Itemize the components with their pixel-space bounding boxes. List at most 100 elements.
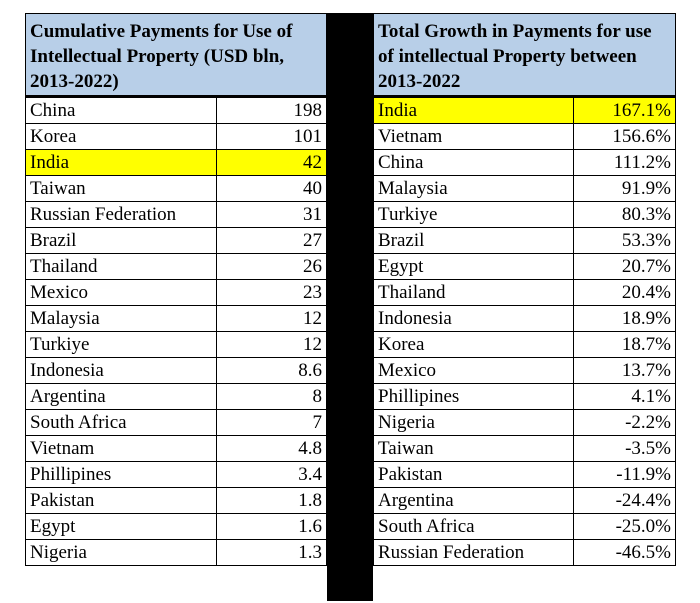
cumulative-country-cell: Phillipines xyxy=(25,461,217,488)
growth-value-cell: -3.5% xyxy=(573,435,676,462)
cumulative-row: Thailand 26 xyxy=(25,253,327,280)
cumulative-value-cell: 12 xyxy=(216,305,327,332)
growth-value-cell: 4.1% xyxy=(573,383,676,410)
cumulative-row: Russian Federation 31 xyxy=(25,201,327,228)
cumulative-country-cell: Egypt xyxy=(25,513,217,540)
growth-country-cell: Brazil xyxy=(373,227,574,254)
growth-country-cell: Egypt xyxy=(373,253,574,280)
growth-value-cell: -25.0% xyxy=(573,513,676,540)
growth-country-cell: Vietnam xyxy=(373,123,574,150)
growth-value-cell: 13.7% xyxy=(573,357,676,384)
growth-country-cell: Pakistan xyxy=(373,461,574,488)
growth-country-cell: Turkiye xyxy=(373,201,574,228)
cumulative-value-cell: 8.6 xyxy=(216,357,327,384)
cumulative-row: Mexico 23 xyxy=(25,279,327,306)
growth-country-cell: Argentina xyxy=(373,487,574,514)
cumulative-row: Egypt 1.6 xyxy=(25,513,327,540)
cumulative-value-cell: 4.8 xyxy=(216,435,327,462)
cumulative-country-cell: South Africa xyxy=(25,409,217,436)
growth-country-cell: South Africa xyxy=(373,513,574,540)
cumulative-value-cell: 3.4 xyxy=(216,461,327,488)
growth-value-cell: 20.7% xyxy=(573,253,676,280)
cumulative-row: Korea 101 xyxy=(25,123,327,150)
cumulative-country-cell: India xyxy=(25,149,217,176)
growth-row: Egypt 20.7% xyxy=(373,253,676,280)
growth-row: Korea 18.7% xyxy=(373,331,676,358)
growth-row: Vietnam 156.6% xyxy=(373,123,676,150)
growth-row: Nigeria -2.2% xyxy=(373,409,676,436)
growth-value-cell: -11.9% xyxy=(573,461,676,488)
cumulative-country-cell: Thailand xyxy=(25,253,217,280)
growth-value-cell: 18.9% xyxy=(573,305,676,332)
growth-row: Phillipines 4.1% xyxy=(373,383,676,410)
growth-country-cell: Malaysia xyxy=(373,175,574,202)
cumulative-country-cell: Malaysia xyxy=(25,305,217,332)
cumulative-row: Brazil 27 xyxy=(25,227,327,254)
cumulative-row: Turkiye 12 xyxy=(25,331,327,358)
growth-value-cell: 91.9% xyxy=(573,175,676,202)
cumulative-value-cell: 101 xyxy=(216,123,327,150)
cumulative-country-cell: Pakistan xyxy=(25,487,217,514)
growth-row: China 111.2% xyxy=(373,149,676,176)
growth-country-cell: Indonesia xyxy=(373,305,574,332)
cumulative-value-cell: 27 xyxy=(216,227,327,254)
cumulative-payments-title: Cumulative Payments for Use of Intellect… xyxy=(25,13,327,97)
cumulative-value-cell: 23 xyxy=(216,279,327,306)
growth-country-cell: Thailand xyxy=(373,279,574,306)
cumulative-country-cell: Turkiye xyxy=(25,331,217,358)
growth-country-cell: Korea xyxy=(373,331,574,358)
growth-country-cell: China xyxy=(373,149,574,176)
cumulative-row: Indonesia 8.6 xyxy=(25,357,327,384)
cumulative-country-cell: Korea xyxy=(25,123,217,150)
cumulative-value-cell: 31 xyxy=(216,201,327,228)
growth-value-cell: -46.5% xyxy=(573,539,676,566)
cumulative-country-cell: Indonesia xyxy=(25,357,217,384)
cumulative-country-cell: Vietnam xyxy=(25,435,217,462)
cumulative-row: Malaysia 12 xyxy=(25,305,327,332)
growth-value-cell: -24.4% xyxy=(573,487,676,514)
cumulative-value-cell: 12 xyxy=(216,331,327,358)
growth-country-cell: Taiwan xyxy=(373,435,574,462)
cumulative-value-cell: 26 xyxy=(216,253,327,280)
growth-value-cell: 167.1% xyxy=(573,97,676,124)
growth-value-cell: 111.2% xyxy=(573,149,676,176)
growth-row: Indonesia 18.9% xyxy=(373,305,676,332)
growth-row: Malaysia 91.9% xyxy=(373,175,676,202)
growth-row: Pakistan -11.9% xyxy=(373,461,676,488)
black-divider xyxy=(327,13,373,601)
cumulative-row: Pakistan 1.8 xyxy=(25,487,327,514)
growth-value-cell: -2.2% xyxy=(573,409,676,436)
growth-country-cell: Phillipines xyxy=(373,383,574,410)
cumulative-value-cell: 8 xyxy=(216,383,327,410)
cumulative-country-cell: Taiwan xyxy=(25,175,217,202)
growth-row: Argentina -24.4% xyxy=(373,487,676,514)
cumulative-country-cell: Argentina xyxy=(25,383,217,410)
cumulative-value-cell: 198 xyxy=(216,97,327,124)
growth-value-cell: 18.7% xyxy=(573,331,676,358)
cumulative-country-cell: Brazil xyxy=(25,227,217,254)
growth-payments-table: Total Growth in Payments for use of inte… xyxy=(373,13,676,566)
growth-row: South Africa -25.0% xyxy=(373,513,676,540)
growth-country-cell: Russian Federation xyxy=(373,539,574,566)
cumulative-row: South Africa 7 xyxy=(25,409,327,436)
growth-row: Russian Federation -46.5% xyxy=(373,539,676,566)
growth-country-cell: Mexico xyxy=(373,357,574,384)
cumulative-country-cell: Nigeria xyxy=(25,539,217,566)
growth-row: India 167.1% xyxy=(373,97,676,124)
growth-value-cell: 80.3% xyxy=(573,201,676,228)
growth-row: Turkiye 80.3% xyxy=(373,201,676,228)
cumulative-row: Vietnam 4.8 xyxy=(25,435,327,462)
growth-row: Thailand 20.4% xyxy=(373,279,676,306)
cumulative-row: Argentina 8 xyxy=(25,383,327,410)
cumulative-country-cell: Russian Federation xyxy=(25,201,217,228)
cumulative-value-cell: 42 xyxy=(216,149,327,176)
growth-row: Brazil 53.3% xyxy=(373,227,676,254)
cumulative-row: Phillipines 3.4 xyxy=(25,461,327,488)
cumulative-value-cell: 1.3 xyxy=(216,539,327,566)
growth-row: Mexico 13.7% xyxy=(373,357,676,384)
cumulative-row: India 42 xyxy=(25,149,327,176)
cumulative-value-cell: 1.8 xyxy=(216,487,327,514)
cumulative-value-cell: 40 xyxy=(216,175,327,202)
cumulative-row: China 198 xyxy=(25,97,327,124)
growth-country-cell: India xyxy=(373,97,574,124)
